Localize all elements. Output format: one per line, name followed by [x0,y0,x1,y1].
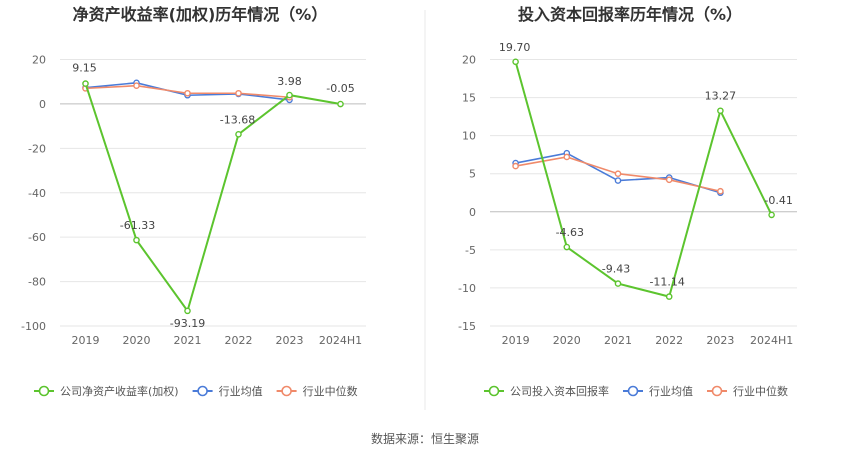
left-y-tick-label: -100 [21,320,46,333]
left-data-label: -13.68 [220,113,255,126]
right-y-tick-label: -10 [458,282,476,295]
left-chart-title: 净资产收益率(加权)历年情况（%） [73,5,328,24]
right-data-point-0 [665,293,673,300]
right-data-label: -4.63 [556,226,584,239]
right-x-tick-label: 2020 [553,334,581,347]
left-y-tick-label: -80 [28,276,46,289]
right-y-tick-label: 5 [469,168,476,181]
right-legend-marker-2 [711,385,723,397]
right-data-point-0 [768,211,775,219]
left-y-tick-label: 20 [32,54,46,67]
right-legend-label-0: 公司投入资本回报率 [510,384,609,398]
right-data-point-0 [512,58,519,66]
data-source: 数据来源：恒生聚源 [371,431,479,446]
right-x-tick-label: 2021 [604,334,632,347]
right-y-tick-label: 10 [462,130,476,143]
right-y-tick-label: 15 [462,92,476,105]
right-data-label: 13.27 [705,90,737,103]
right-legend-label-1: 行业均值 [649,385,693,398]
left-legend-marker-0 [38,385,50,397]
right-data-label: -0.41 [764,194,792,207]
right-data-point-0 [614,280,622,287]
right-chart-plot: 20 15 10 5 0 -5 -10 -15 2019 2020 2021 2022 2023 2024… [458,41,797,347]
left-data-point-0 [286,91,293,99]
right-data-point-0 [717,107,724,115]
left-chart-plot: 20 0 -20 -40 -60 -80 -100 2019 2020 2021 2022 2023 2… [21,54,366,347]
left-x-tick-label: 2020 [123,334,151,347]
right-data-label: -9.43 [602,263,630,276]
right-y-tick-label: -5 [465,244,476,257]
left-data-point-0 [235,130,242,138]
right-x-tick-label: 2019 [502,334,530,347]
right-data-label: -11.14 [649,276,684,289]
right-y-tick-label: 20 [462,54,476,67]
left-legend-label-2: 行业中位数 [303,384,358,398]
right-y-tick-label: 0 [469,206,476,219]
left-data-point-0 [184,307,191,315]
right-data-point-2 [665,176,673,184]
right-legend-label-2: 行业中位数 [733,384,788,398]
left-data-label: 9.15 [72,62,97,75]
right-data-point-2 [512,162,519,170]
left-data-label: -61.33 [120,219,155,232]
right-legend: 公司投入资本回报率 行业均值 行业中位数 [484,384,788,398]
right-legend-marker-0 [488,385,500,397]
left-y-tick-label: -40 [28,187,46,200]
right-data-point-1 [614,177,622,184]
left-x-tick-label: 2019 [72,334,100,347]
left-legend-marker-1 [197,385,208,397]
right-data-point-2 [717,187,724,195]
left-data-point-0 [337,100,344,108]
left-y-tick-label: 0 [39,98,46,111]
left-x-tick-label: 2022 [225,334,253,347]
left-x-tick-label: 2021 [174,334,202,347]
left-data-point-2 [133,82,140,90]
right-y-tick-label: -15 [458,320,476,333]
left-legend-label-1: 行业均值 [219,385,263,398]
left-data-label: -93.19 [170,317,205,330]
left-data-label: -0.05 [326,82,354,95]
left-data-point-2 [235,89,242,97]
left-data-label: 3.98 [277,75,302,88]
right-data-label: 19.70 [499,41,531,54]
left-series-line-0 [84,83,341,314]
right-chart-title: 投入资本回报率历年情况（%） [518,5,742,24]
right-legend-marker-1 [627,385,639,397]
left-y-tick-label: -20 [28,142,46,155]
right-x-tick-label: 2022 [655,334,683,347]
left-x-tick-label: 2024H1 [319,334,362,347]
right-x-tick-label: 2023 [706,334,734,347]
right-data-point-0 [563,243,571,251]
right-data-point-2 [614,170,622,178]
left-legend-marker-2 [281,385,292,397]
left-y-tick-label: -60 [28,231,46,244]
left-data-point-0 [133,236,140,244]
right-data-point-2 [563,153,571,161]
right-series-line-0 [514,61,773,298]
left-data-point-0 [82,80,89,87]
left-data-point-2 [184,89,191,97]
left-x-tick-label: 2023 [276,334,304,347]
left-legend-label-0: 公司净资产收益率(加权) [60,384,179,398]
right-x-tick-label: 2024H1 [750,334,793,347]
left-legend: 公司净资产收益率(加权) 行业均值 行业中位数 [34,384,358,398]
